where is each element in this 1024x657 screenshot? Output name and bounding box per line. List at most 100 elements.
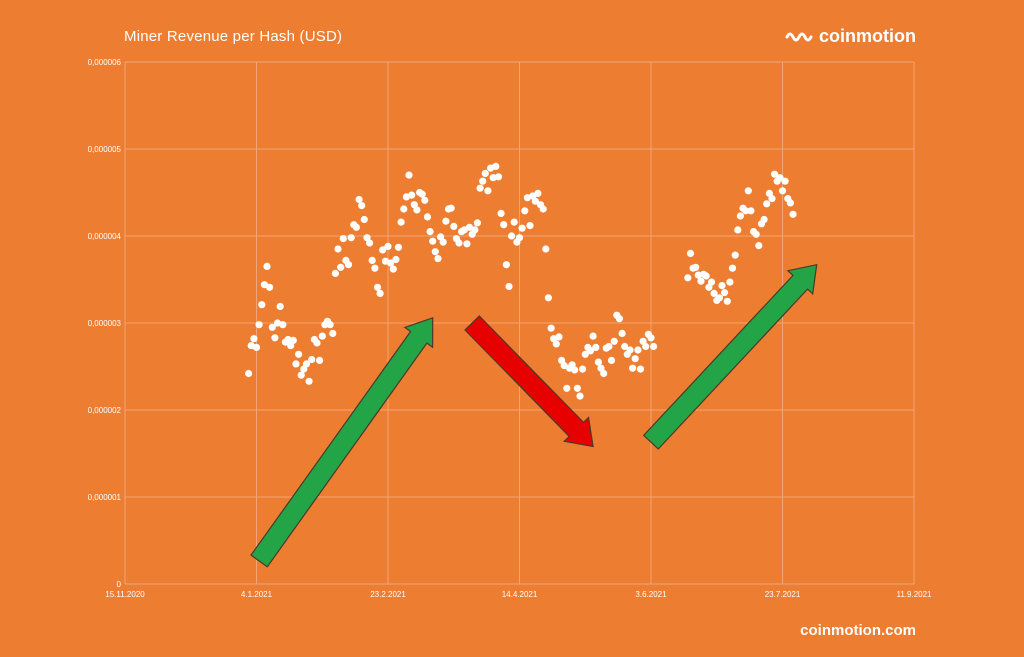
x-tick-label: 4.1.2021: [241, 590, 273, 599]
data-point: [400, 205, 408, 213]
x-tick-label: 3.6.2021: [635, 590, 667, 599]
data-point: [494, 173, 503, 181]
data-point: [473, 219, 481, 227]
data-point: [266, 283, 274, 291]
data-point: [721, 289, 729, 297]
data-point: [781, 177, 789, 185]
data-point: [615, 315, 624, 323]
data-point: [408, 191, 416, 199]
data-point: [607, 356, 616, 364]
data-point: [368, 256, 376, 264]
data-point: [697, 277, 705, 285]
data-point: [376, 289, 384, 297]
data-point: [276, 302, 284, 311]
tick-labels: 0 0,000001 0,000002 0,000003 0,000004 0,00000…: [88, 58, 932, 599]
data-point: [316, 356, 324, 364]
data-point: [308, 355, 316, 364]
data-point: [289, 336, 297, 344]
brand-logo[interactable]: coinmotion: [785, 26, 916, 47]
data-point: [492, 162, 500, 170]
data-point: [579, 365, 587, 373]
y-tick-label: 0,000005: [88, 145, 122, 154]
data-point: [531, 197, 539, 205]
data-point: [481, 169, 489, 177]
data-point: [636, 365, 645, 373]
data-point: [258, 301, 266, 309]
data-point: [510, 218, 518, 226]
data-point: [789, 210, 797, 218]
data-point: [763, 200, 771, 208]
data-point: [505, 282, 513, 291]
data-point: [455, 239, 463, 247]
data-point: [755, 242, 763, 250]
x-tick-label: 14.4.2021: [502, 590, 538, 599]
data-point: [358, 202, 366, 210]
footer-url[interactable]: coinmotion.com: [800, 622, 916, 639]
data-point: [252, 343, 261, 351]
data-point: [279, 321, 287, 329]
data-point: [508, 232, 516, 240]
data-point: [597, 364, 605, 372]
data-point: [600, 369, 608, 378]
y-tick-label: 0,000003: [88, 319, 122, 328]
data-point: [326, 321, 334, 329]
data-point: [626, 346, 634, 354]
trend-arrow-2: [464, 315, 594, 448]
data-point: [642, 342, 650, 351]
data-point: [723, 297, 731, 305]
data-point: [534, 189, 542, 197]
data-point: [305, 377, 313, 385]
data-point: [263, 262, 271, 270]
data-point: [297, 371, 305, 379]
data-point: [334, 245, 342, 253]
data-point: [768, 195, 776, 203]
data-point: [268, 323, 276, 331]
data-point: [489, 174, 497, 182]
data-point: [426, 228, 434, 236]
data-point: [605, 342, 613, 351]
data-point: [394, 243, 403, 251]
data-point: [684, 274, 692, 282]
data-point: [387, 259, 395, 267]
data-point: [373, 283, 382, 291]
data-point: [355, 195, 363, 204]
data-point: [776, 174, 784, 182]
data-point: [547, 324, 555, 332]
data-point: [573, 384, 582, 392]
data-point: [631, 355, 639, 363]
data-point: [581, 350, 589, 358]
data-point: [718, 282, 726, 290]
data-point: [686, 249, 695, 257]
data-point: [397, 218, 405, 226]
data-point: [647, 334, 655, 342]
data-point: [352, 223, 360, 231]
data-point: [431, 248, 439, 256]
data-point: [742, 207, 750, 215]
data-point: [329, 329, 337, 337]
data-point: [744, 187, 752, 195]
data-point: [515, 234, 524, 242]
data-point: [576, 392, 584, 400]
data-point: [629, 364, 637, 372]
data-point: [707, 278, 716, 286]
trend-arrow-1: [250, 316, 434, 568]
brand-name: coinmotion: [819, 26, 916, 46]
data-point: [271, 334, 279, 342]
data-point: [379, 246, 387, 254]
data-point: [295, 350, 303, 358]
data-point: [594, 358, 603, 366]
data-point: [731, 251, 739, 259]
data-point: [736, 212, 745, 220]
data-point: [771, 170, 779, 178]
data-point: [760, 215, 768, 224]
data-point: [747, 207, 755, 215]
data-point: [337, 263, 345, 271]
data-point: [302, 360, 311, 368]
data-point: [778, 187, 787, 195]
data-point: [255, 321, 263, 329]
data-point: [471, 226, 479, 234]
grid-layer: [124, 61, 915, 585]
data-point: [442, 217, 450, 225]
data-point: [405, 171, 413, 179]
